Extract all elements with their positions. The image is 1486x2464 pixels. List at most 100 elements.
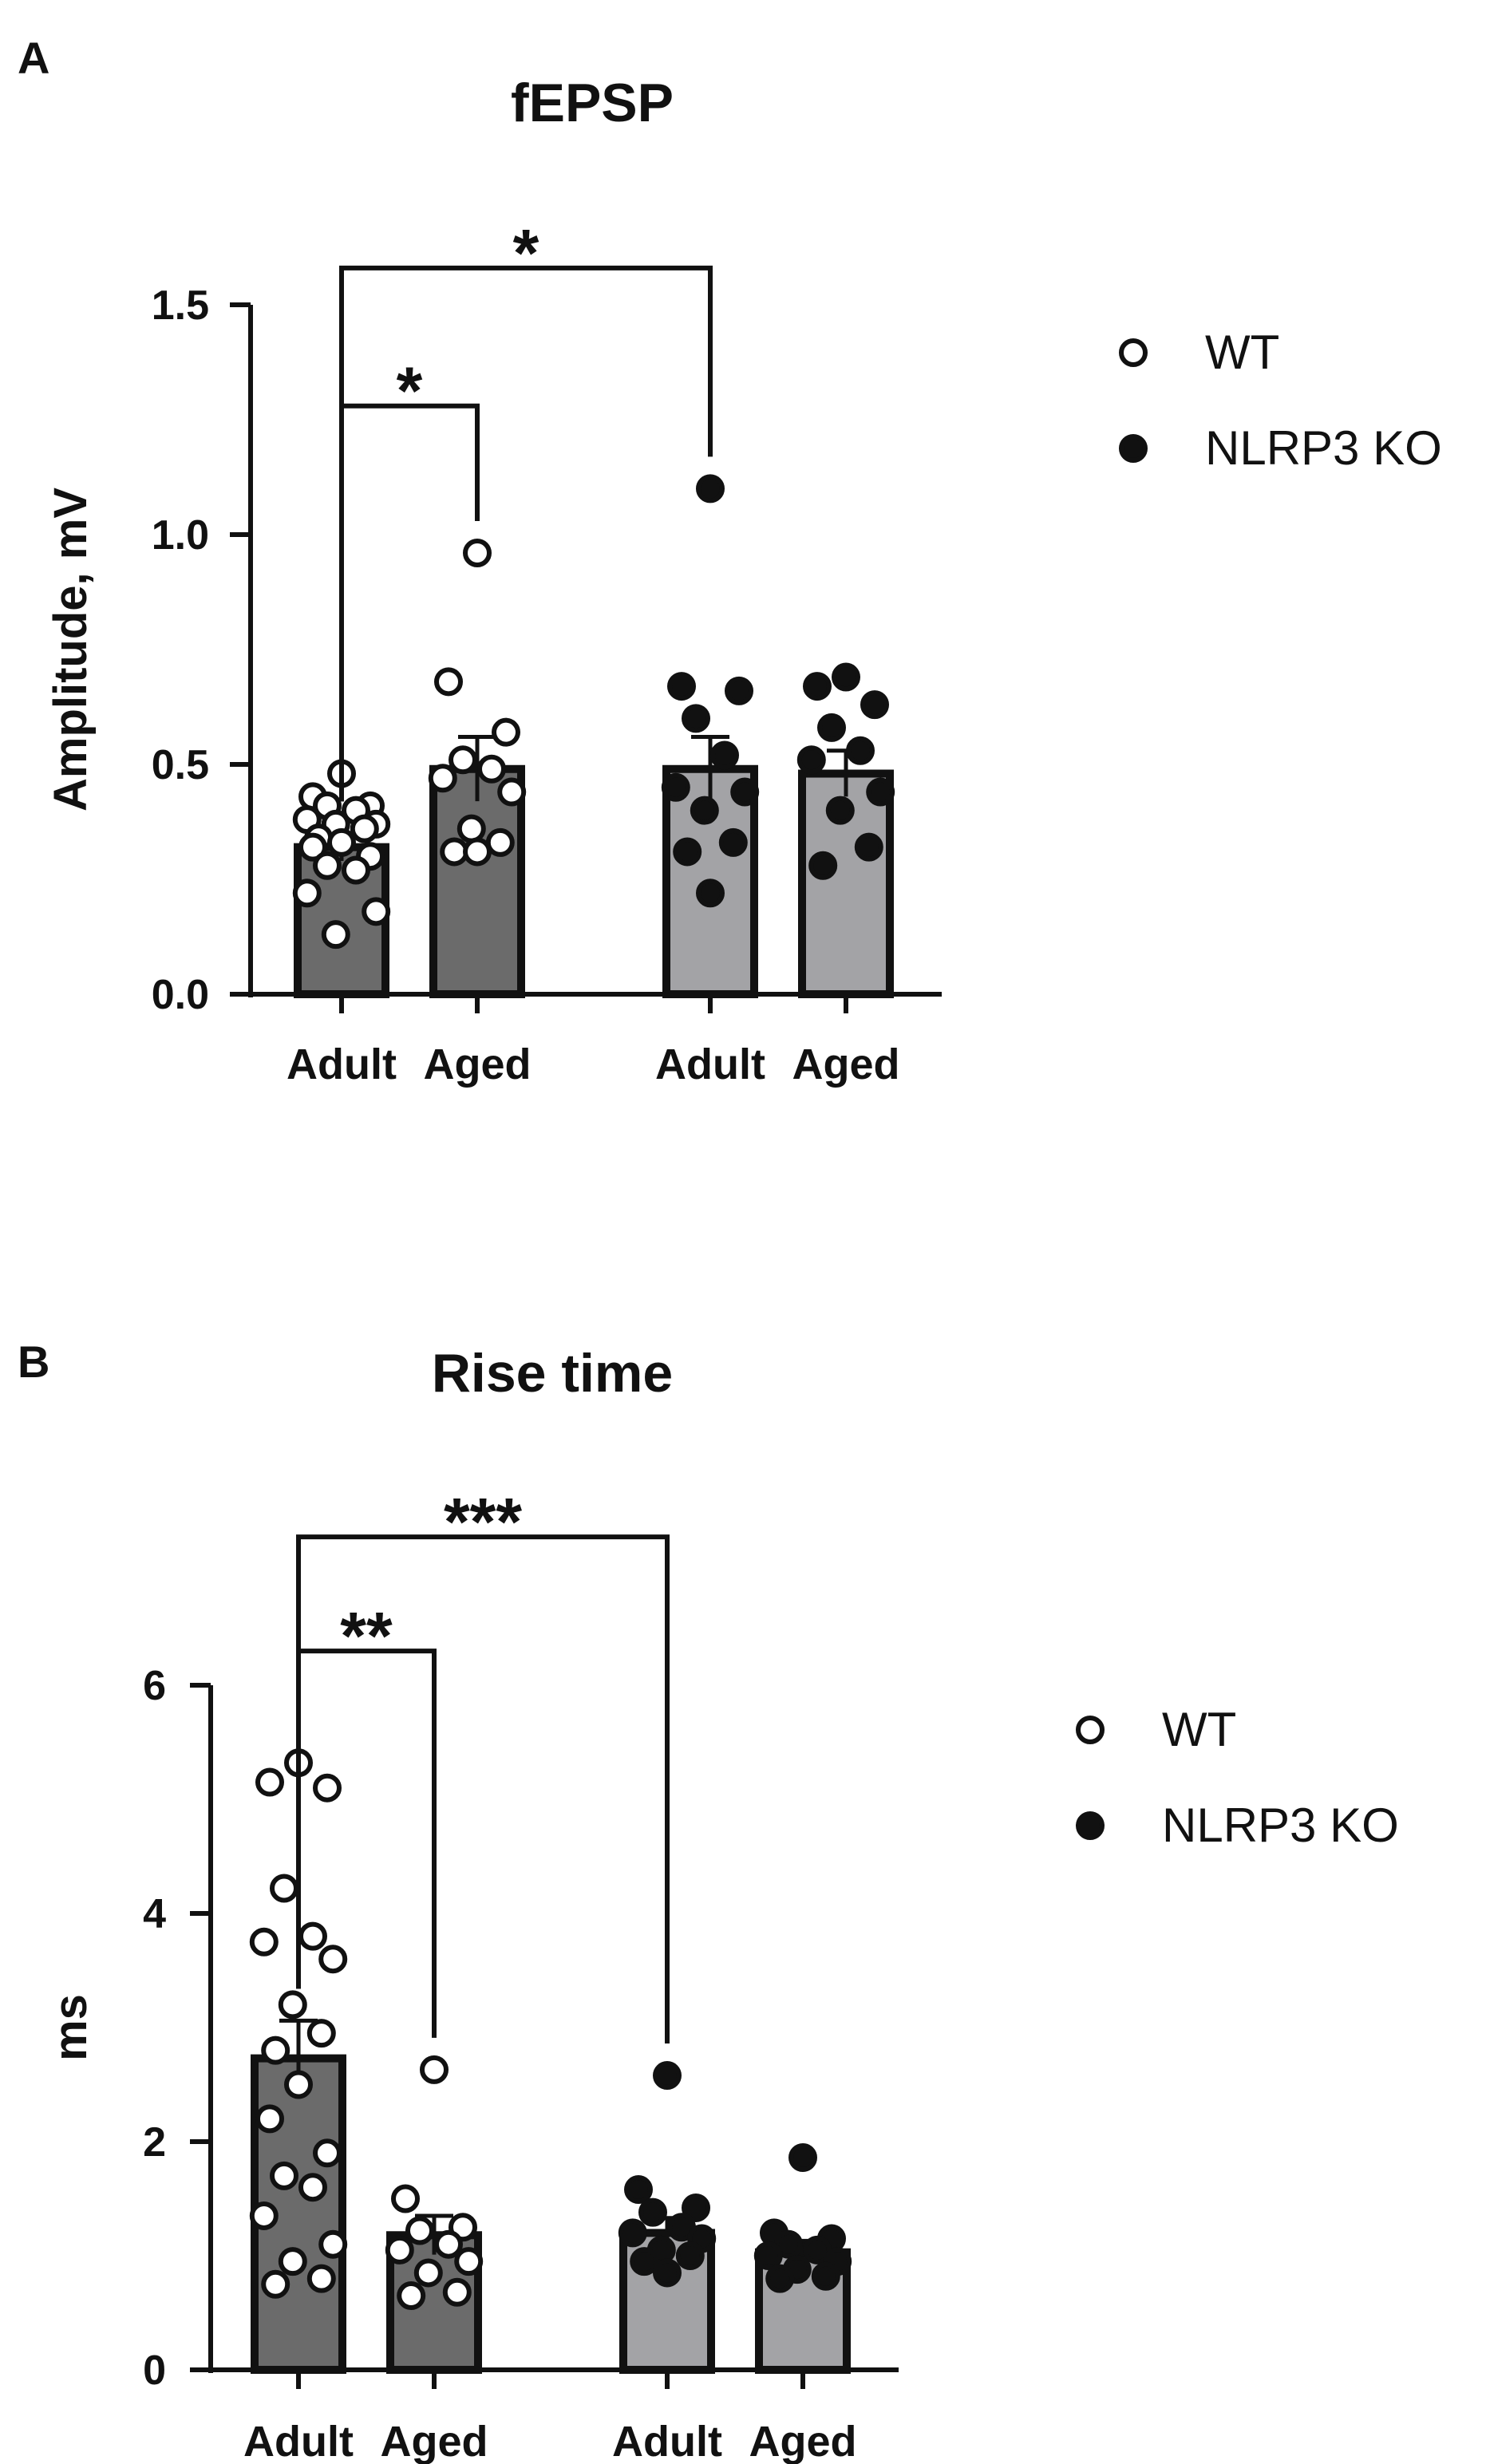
x-tick-label: Aged [749, 2418, 857, 2464]
y-axis-label: Amplitude, mV [45, 488, 97, 811]
legend-label: NLRP3 KO [1205, 421, 1442, 475]
data-point [385, 2235, 414, 2265]
y-tick-label: 6 [143, 1663, 166, 1709]
x-tick-label: Aged [381, 2418, 488, 2464]
data-point [362, 897, 391, 926]
data-point [261, 2036, 290, 2065]
data-point [313, 2138, 342, 2168]
x-tick-label: Adult [612, 2418, 722, 2464]
bar [798, 769, 894, 999]
data-point [442, 2277, 472, 2307]
legend-label: WT [1205, 326, 1279, 379]
legend-label: NLRP3 KO [1162, 1799, 1399, 1852]
data-point [342, 855, 370, 885]
data-point [255, 2104, 284, 2134]
data-point [391, 2184, 420, 2213]
panel-letter: A [18, 33, 49, 83]
data-point [270, 2161, 298, 2190]
legend-label: WT [1162, 1703, 1236, 1756]
data-point [811, 2261, 840, 2291]
data-point [846, 736, 875, 765]
significance-label: * [397, 353, 423, 428]
data-point [630, 2247, 659, 2276]
data-point [249, 2201, 279, 2230]
data-point [306, 2264, 336, 2293]
data-point [456, 814, 486, 843]
data-point [725, 676, 753, 705]
significance-bracket [296, 1534, 670, 2044]
legend-marker [1076, 1716, 1105, 1744]
y-tick-label: 1.5 [152, 282, 209, 329]
data-point [866, 777, 895, 807]
data-point [463, 837, 492, 867]
legend-marker [1119, 338, 1148, 367]
data-point [413, 2258, 443, 2288]
data-point [434, 667, 463, 697]
data-point [434, 2229, 463, 2259]
data-point [292, 879, 322, 908]
data-point [860, 690, 889, 720]
y-tick-label: 1.0 [152, 512, 209, 559]
data-point [440, 837, 469, 867]
data-point [832, 662, 860, 692]
data-point [854, 832, 883, 862]
chart-title: Rise time [432, 1343, 673, 1404]
data-point [675, 2241, 705, 2270]
y-axis-label: ms [45, 1994, 97, 2061]
data-point [696, 879, 725, 908]
data-point [249, 1927, 279, 1957]
y-tick-label: 0.0 [152, 972, 209, 1018]
data-point [405, 2216, 434, 2245]
data-point [318, 1945, 348, 1974]
data-point [397, 2281, 426, 2311]
data-point [278, 1990, 307, 2020]
data-point [492, 717, 520, 747]
data-point [803, 672, 832, 701]
data-point [463, 539, 492, 568]
significance-label: * [513, 215, 539, 290]
data-point [817, 713, 846, 742]
data-point [682, 2193, 710, 2222]
data-point [477, 754, 506, 784]
data-point [638, 2197, 667, 2227]
significance-label: ** [340, 1598, 393, 1673]
legend-marker [1119, 434, 1148, 463]
data-point [624, 2175, 653, 2205]
x-tick-label: Adult [243, 2418, 354, 2464]
data-point [327, 827, 356, 857]
x-tick-label: Adult [287, 1040, 397, 1088]
data-point [788, 2143, 817, 2173]
data-point [261, 2269, 290, 2299]
significance-bracket [339, 403, 480, 802]
data-point [682, 704, 710, 733]
data-point [653, 2061, 682, 2091]
data-point [420, 2055, 449, 2084]
data-point [318, 2229, 348, 2259]
significance-bracket [339, 265, 713, 802]
significance-bracket [296, 1649, 437, 2038]
data-point [796, 745, 826, 775]
data-point [298, 832, 327, 862]
legend-marker [1076, 1811, 1105, 1840]
data-point [298, 2173, 327, 2202]
data-point [298, 1921, 327, 1951]
data-point [653, 2258, 682, 2288]
data-point [673, 837, 702, 867]
significance-label: *** [444, 1484, 522, 1559]
data-point [313, 1773, 342, 1803]
data-point [825, 796, 855, 825]
data-point [696, 474, 725, 503]
data-point [428, 764, 457, 793]
data-point [667, 672, 696, 701]
data-point [808, 851, 838, 880]
data-point [730, 777, 760, 807]
data-point [753, 2241, 783, 2270]
data-point [313, 851, 342, 880]
data-point [350, 814, 379, 843]
panel-letter: B [18, 1337, 49, 1387]
data-point [278, 2247, 307, 2276]
y-tick-label: 0 [143, 2348, 166, 2394]
